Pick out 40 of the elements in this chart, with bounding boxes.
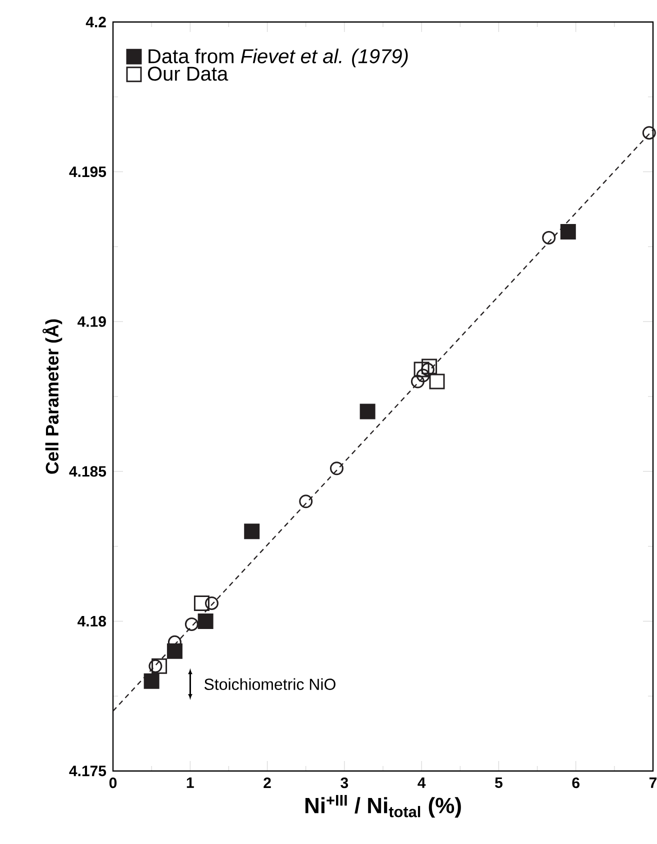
point — [420, 362, 434, 376]
point — [184, 617, 198, 631]
point — [194, 595, 210, 611]
point — [204, 596, 218, 610]
y-tick-label: 4.195 — [69, 166, 106, 178]
point — [166, 643, 182, 659]
point — [198, 613, 214, 629]
y-tick-label: 4.185 — [69, 466, 106, 477]
x-axis-title: Ni$^{+III}$ / Ni$_{total}$ (%) — [305, 795, 461, 818]
point — [416, 368, 430, 382]
point — [299, 494, 313, 508]
y-tick-label: 4.19 — [78, 316, 106, 327]
point — [148, 659, 162, 673]
x-tick-label: 3 — [340, 778, 348, 788]
y-tick-label: 4.2 — [86, 16, 106, 28]
point — [414, 362, 430, 378]
x-tick-label: 6 — [572, 778, 580, 788]
legend-label: Data from Fievet et al. (1979) — [148, 48, 408, 68]
point — [144, 673, 160, 689]
x-tick-label: 2 — [264, 778, 271, 788]
y-tick-label: 4.175 — [69, 766, 106, 776]
x-tick-label: 0 — [109, 778, 117, 788]
point — [244, 524, 260, 540]
point — [422, 358, 438, 374]
point — [360, 404, 376, 420]
x-tick-label: 5 — [495, 778, 502, 788]
y-tick-label: 4.18 — [78, 616, 106, 627]
point — [152, 658, 168, 674]
x-tick-label: 1 — [186, 778, 194, 788]
x-tick-label: 7 — [649, 778, 657, 788]
legend-label: Our Data — [148, 66, 228, 81]
point — [560, 224, 576, 240]
point — [429, 374, 445, 390]
annotation: Stoichiometric NiO — [204, 678, 336, 690]
x-tick-label: 4 — [418, 778, 426, 788]
point — [330, 462, 344, 476]
point — [542, 230, 556, 244]
point — [410, 374, 424, 388]
point — [642, 126, 656, 140]
y-axis-title: Cell Parameter (Å) — [42, 319, 62, 474]
